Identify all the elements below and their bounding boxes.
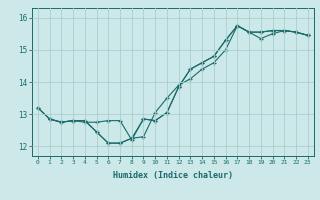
X-axis label: Humidex (Indice chaleur): Humidex (Indice chaleur) [113, 171, 233, 180]
